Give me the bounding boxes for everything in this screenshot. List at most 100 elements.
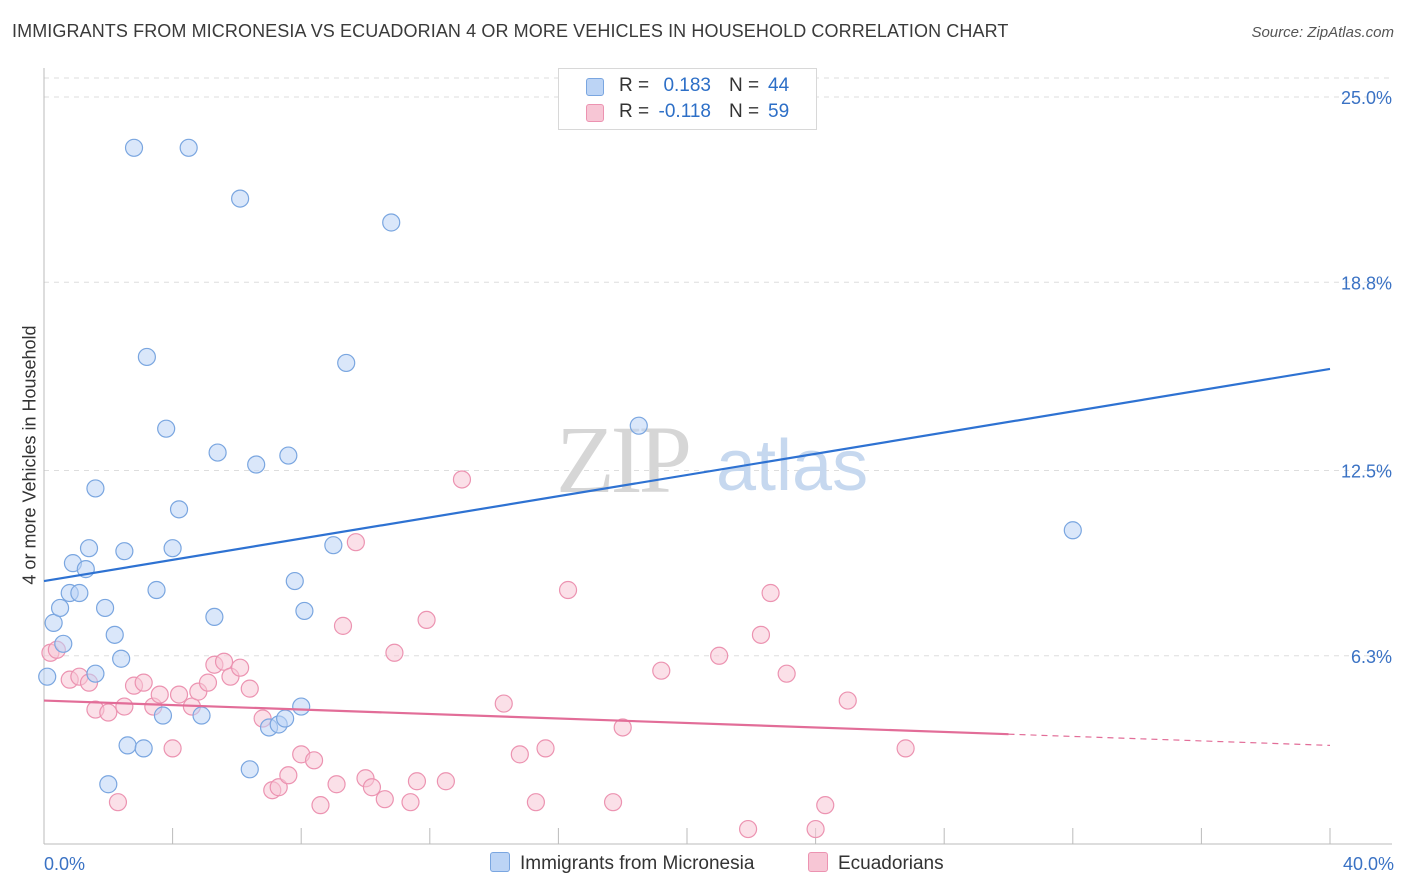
y-tick-label: 18.8% — [1341, 273, 1392, 293]
series-swatch-blue — [490, 852, 510, 872]
ecuadorian-point — [777, 664, 796, 683]
micronesia-point — [38, 667, 57, 686]
ecuadorian-point — [838, 691, 857, 710]
micronesia-points — [38, 138, 1082, 794]
legend-row-micronesia: R = 0.183 N = 44 — [559, 74, 816, 100]
ecuadorian-point — [99, 703, 118, 722]
ecuadorian-point — [751, 625, 771, 644]
micronesia-point — [157, 419, 176, 438]
ecuadorian-point — [436, 772, 455, 791]
ecuadorian-point — [896, 739, 915, 758]
legend-swatch-blue — [586, 78, 604, 96]
legend-n-value: 59 — [768, 101, 790, 122]
micronesia-point — [240, 760, 259, 779]
ecuadorian-point — [108, 793, 128, 812]
micronesia-point — [208, 443, 227, 462]
ecuadorian-point — [407, 772, 427, 791]
ecuadorian-point — [417, 610, 436, 630]
trend-lines — [43, 367, 1331, 746]
micronesia-point — [629, 416, 648, 435]
ecuadorian-point — [385, 643, 404, 662]
legend-r-value: -0.118 — [658, 101, 711, 122]
watermark: ZIP atlas — [556, 406, 868, 513]
y-tick-label: 25.0% — [1341, 88, 1392, 108]
micronesia-point — [153, 706, 173, 725]
ecuadorian-point — [231, 658, 250, 677]
series-label-micronesia: Immigrants from Micronesia — [520, 853, 755, 874]
series-legend-ecuadorians[interactable]: Ecuadorians — [808, 852, 944, 875]
x-tick-label: 0.0% — [44, 854, 85, 874]
trend-line-ecuadorians — [43, 699, 1009, 736]
micronesia-point — [285, 571, 304, 591]
micronesia-point — [115, 542, 134, 561]
ecuadorian-point — [375, 790, 394, 809]
legend-r-value: 0.183 — [663, 75, 711, 96]
ecuadorian-point — [494, 694, 513, 713]
micronesia-point — [99, 775, 118, 794]
axes — [43, 68, 1392, 845]
ecuadorian-point — [738, 819, 758, 839]
chart-title: IMMIGRANTS FROM MICRONESIA VS ECUADORIAN… — [12, 21, 1009, 41]
series-label-ecuadorians: Ecuadorians — [838, 853, 944, 874]
micronesia-point — [163, 539, 182, 558]
ecuadorian-point — [652, 661, 671, 680]
legend-n-label: N = — [729, 101, 760, 122]
ecuadorian-point — [304, 751, 324, 770]
ecuadorian-point — [346, 533, 365, 552]
micronesia-point — [1063, 521, 1082, 540]
series-legend: Immigrants from Micronesia Ecuadorians — [0, 852, 1406, 878]
micronesia-point — [192, 706, 211, 725]
micronesia-point — [205, 607, 224, 627]
source-credit: Source: ZipAtlas.com — [1251, 24, 1394, 41]
micronesia-point — [292, 697, 311, 716]
y-tick-label: 6.3% — [1351, 647, 1392, 667]
ecuadorian-point — [558, 580, 578, 600]
micronesia-point — [137, 347, 156, 367]
ecuadorian-point — [311, 796, 330, 815]
y-tick-label: 12.5% — [1341, 462, 1392, 482]
ecuadorians-points — [41, 470, 915, 839]
micronesia-point — [86, 664, 105, 683]
ecuadorian-point — [510, 745, 529, 764]
micronesia-point — [79, 539, 99, 558]
ecuadorian-point — [536, 739, 555, 758]
x-tick-label: 40.0% — [1343, 854, 1394, 874]
micronesia-point — [337, 353, 356, 373]
ecuadorian-point — [150, 685, 169, 704]
micronesia-point — [179, 138, 198, 157]
ecuadorian-point — [761, 583, 780, 603]
micronesia-point — [50, 598, 70, 618]
ecuadorian-point — [327, 775, 346, 794]
micronesia-point — [169, 500, 189, 519]
micronesia-point — [231, 189, 250, 208]
micronesia-point — [295, 601, 314, 621]
ecuadorian-point — [240, 679, 259, 698]
micronesia-point — [118, 736, 137, 755]
ecuadorian-point — [279, 766, 298, 785]
micronesia-point — [70, 583, 89, 603]
micronesia-point — [54, 634, 73, 653]
correlation-legend: R = 0.183 N = 44 R = -0.118 N = 59 — [558, 68, 817, 130]
legend-r-label: R = — [619, 75, 650, 96]
series-swatch-pink — [808, 852, 828, 872]
legend-n-label: N = — [729, 75, 760, 96]
micronesia-point — [112, 649, 131, 668]
trend-line-ecuadorians-projection — [1008, 733, 1331, 746]
ecuadorian-point — [333, 616, 353, 635]
ecuadorian-point — [526, 793, 545, 812]
micronesia-point — [86, 479, 105, 498]
micronesia-point — [324, 536, 343, 555]
micronesia-point — [134, 739, 153, 758]
ecuadorian-point — [613, 718, 632, 737]
micronesia-point — [147, 580, 166, 600]
micronesia-point — [95, 598, 115, 618]
series-legend-micronesia[interactable]: Immigrants from Micronesia — [490, 852, 754, 875]
watermark-zip: ZIP — [556, 406, 689, 513]
micronesia-point — [44, 613, 63, 632]
ecuadorian-point — [134, 673, 153, 692]
micronesia-point — [279, 446, 298, 465]
ecuadorian-point — [198, 673, 218, 692]
legend-swatch-pink — [586, 104, 604, 122]
ecuadorian-point — [269, 778, 288, 797]
